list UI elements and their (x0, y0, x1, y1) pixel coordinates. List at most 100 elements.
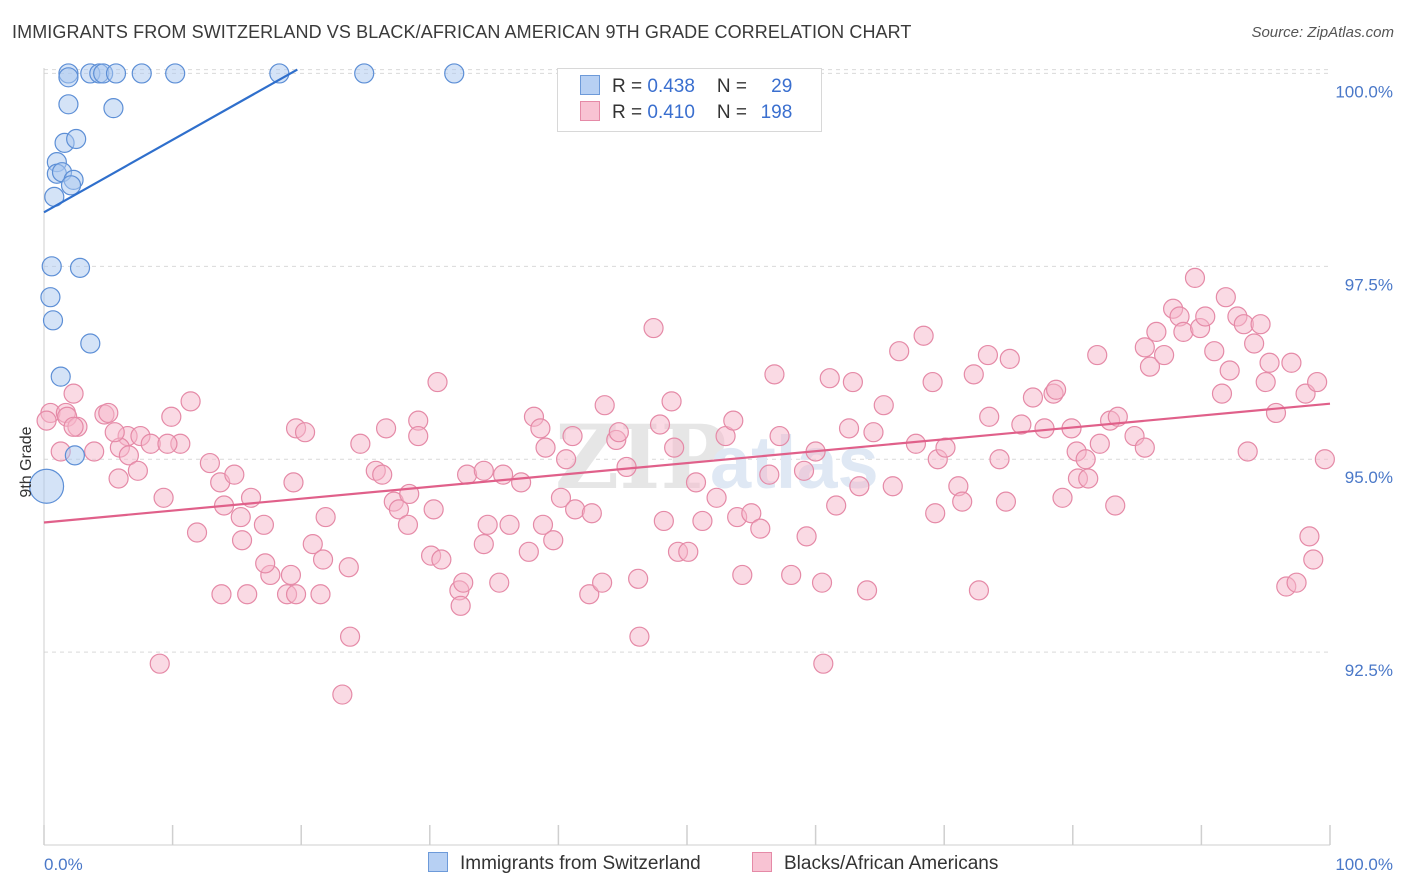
legend-n-value: 198 (760, 102, 793, 123)
black-point-187 (1286, 572, 1307, 593)
black-point-159 (1107, 406, 1128, 427)
swiss-point-14 (66, 128, 87, 150)
black-point-121 (826, 495, 847, 516)
black-point-162 (1134, 337, 1155, 358)
black-point-66 (450, 595, 471, 616)
black-point-144 (999, 348, 1020, 370)
black-point-14 (63, 416, 84, 437)
black-point-157 (1089, 433, 1110, 454)
legend-swatch-black (580, 101, 600, 121)
black-point-115 (793, 460, 815, 481)
swiss-point-11 (58, 94, 79, 115)
swiss-point-12 (103, 98, 124, 119)
black-point-108 (741, 503, 762, 524)
legend-row-swiss: R = 0.438 N = 29 (580, 75, 792, 101)
black-point-17 (118, 445, 139, 466)
black-point-127 (873, 395, 894, 416)
black-point-141 (979, 406, 1000, 427)
black-point-156 (1087, 344, 1108, 366)
black-point-120 (819, 368, 840, 389)
black-point-30 (253, 514, 275, 535)
black-point-172 (1195, 306, 1216, 327)
black-point-138 (963, 364, 984, 385)
black-point-91 (608, 422, 629, 443)
black-point-93 (628, 568, 649, 589)
black-point-70 (473, 533, 494, 555)
black-point-60 (408, 425, 429, 447)
black-point-154 (1075, 449, 1096, 470)
black-point-190 (1303, 549, 1324, 570)
trend-lines (43, 68, 1331, 524)
black-point-87 (581, 503, 602, 524)
black-point-95 (649, 414, 671, 435)
y-axis-label: 9th Grade (18, 426, 35, 497)
x-tick-label-1: 100.0% (1335, 855, 1393, 874)
swiss-point-23 (40, 287, 61, 308)
legend-r-value: 0.438 (647, 76, 695, 97)
trend-line-black (43, 402, 1331, 524)
black-point-174 (1211, 383, 1233, 404)
swiss-point-24 (42, 310, 64, 331)
swiss-point-22 (69, 257, 91, 278)
black-point-50 (294, 422, 316, 443)
black-point-175 (1215, 287, 1236, 308)
black-point-71 (477, 514, 498, 535)
swiss-point-8 (354, 63, 375, 84)
black-point-170 (1184, 267, 1206, 288)
black-point-22 (108, 468, 129, 489)
black-point-46 (149, 653, 170, 674)
black-point-67 (456, 464, 478, 485)
black-point-5 (98, 402, 119, 424)
black-point-69 (473, 460, 494, 481)
black-point-182 (1255, 371, 1276, 393)
black-point-135 (935, 437, 956, 458)
y-tick-label-3: 100.0% (1335, 82, 1393, 101)
bottom-legend-swiss: Immigrants from Switzerland (428, 852, 701, 875)
black-point-99 (664, 437, 685, 458)
legend-n-value: 29 (771, 76, 793, 97)
watermark-zip: ZIP (555, 405, 727, 509)
black-point-128 (882, 476, 903, 497)
series-swiss-points (28, 63, 465, 504)
black-point-160 (1105, 495, 1126, 516)
black-point-142 (989, 449, 1010, 470)
black-point-85 (565, 499, 586, 520)
black-point-140 (977, 344, 999, 366)
black-point-23 (153, 487, 174, 508)
black-point-106 (723, 410, 744, 431)
black-point-41 (211, 584, 232, 605)
black-point-163 (1134, 437, 1155, 458)
black-point-57 (397, 514, 419, 535)
swiss-point-26 (50, 366, 71, 387)
black-point-97 (643, 317, 664, 339)
black-point-112 (764, 364, 785, 385)
black-point-166 (1154, 344, 1175, 366)
black-point-130 (905, 433, 927, 454)
black-point-114 (781, 564, 802, 586)
black-point-176 (1219, 360, 1240, 381)
black-point-18 (104, 422, 125, 443)
legend-row-black: R = 0.410 N = 198 (580, 101, 792, 127)
black-point-81 (543, 530, 564, 551)
black-point-75 (511, 472, 532, 493)
black-point-78 (530, 418, 551, 439)
y-tick-label-2: 97.5% (1345, 275, 1393, 294)
black-point-173 (1204, 341, 1225, 362)
black-point-164 (1139, 356, 1161, 377)
black-point-15 (84, 441, 105, 462)
black-point-76 (518, 541, 539, 562)
black-point-134 (925, 503, 946, 524)
black-point-191 (1307, 371, 1328, 393)
trend-line-swiss (43, 68, 298, 214)
black-point-124 (849, 476, 870, 497)
black-point-72 (489, 572, 510, 593)
black-point-86 (579, 584, 600, 605)
black-point-29 (230, 506, 251, 528)
black-point-10 (161, 406, 182, 427)
black-point-84 (562, 425, 583, 447)
black-point-48 (332, 684, 353, 705)
legend-n-label: N = (716, 102, 753, 123)
black-point-92 (616, 456, 637, 478)
black-point-88 (592, 572, 613, 593)
